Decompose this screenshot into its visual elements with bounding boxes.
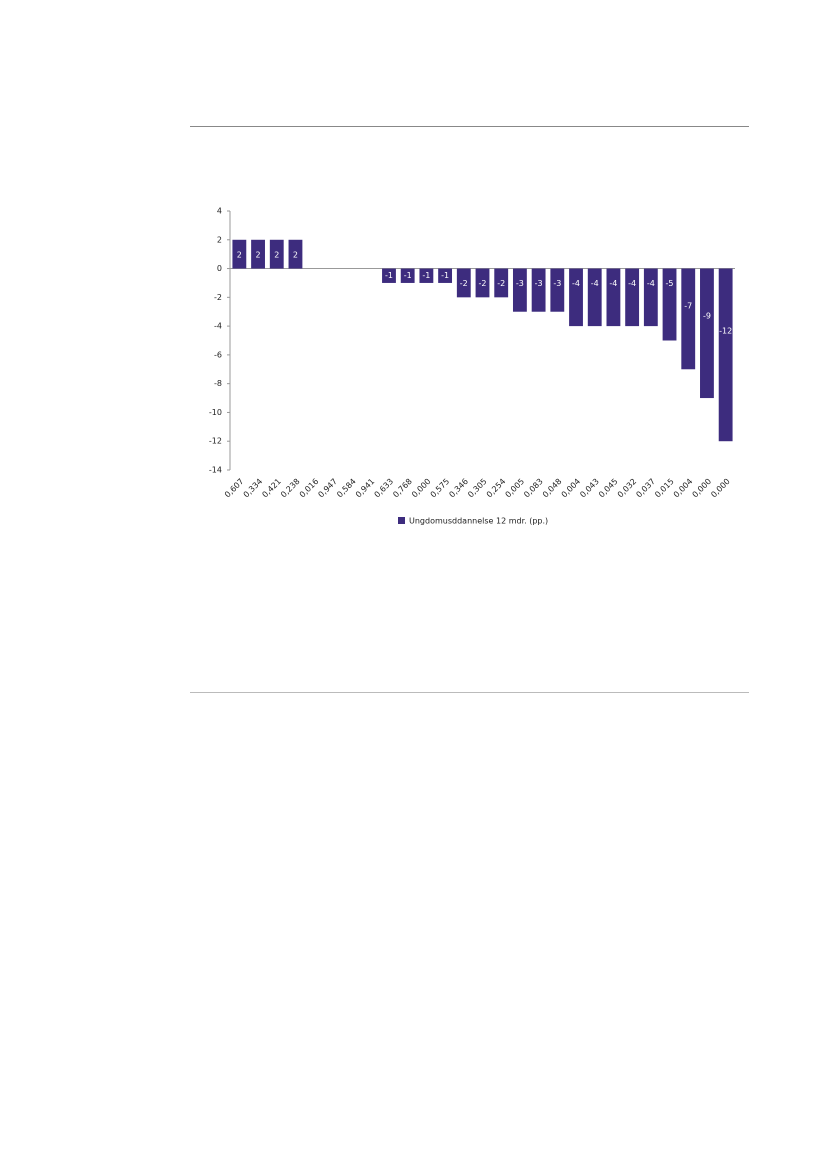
bar <box>251 239 265 269</box>
value-label: -1 <box>385 271 393 280</box>
x-tick-label: 0,254 <box>485 477 508 500</box>
bar <box>494 268 509 298</box>
x-tick-label: 0,032 <box>616 477 639 500</box>
bar <box>700 268 714 399</box>
x-tick-label: 0,421 <box>260 477 283 500</box>
x-tick-label: 0,768 <box>391 477 414 500</box>
x-tick-label: 0,575 <box>429 477 452 500</box>
value-label: -4 <box>572 279 580 288</box>
x-tick-label: 0,000 <box>691 477 714 500</box>
bar <box>643 268 658 327</box>
x-tick-label: 0,004 <box>672 477 695 500</box>
y-tick-label: -8 <box>214 379 222 388</box>
x-tick-label: 0,015 <box>653 477 676 500</box>
bar <box>569 268 583 327</box>
value-label: -4 <box>647 279 655 288</box>
value-label: -2 <box>460 279 468 288</box>
x-tick-label: 0,043 <box>578 477 601 500</box>
x-tick-label: 0,947 <box>316 477 339 500</box>
bar <box>625 268 640 327</box>
bar <box>662 268 677 341</box>
bar <box>531 268 546 312</box>
value-label: -1 <box>441 271 449 280</box>
value-label: 2 <box>237 251 242 260</box>
x-tick-label: 0,016 <box>298 477 321 500</box>
y-tick-label: -14 <box>209 466 222 475</box>
value-label: -4 <box>628 279 636 288</box>
value-label: -5 <box>666 279 674 288</box>
y-tick-label: -10 <box>209 408 222 417</box>
bar <box>288 239 303 269</box>
x-tick-label: 0,584 <box>335 477 358 500</box>
y-tick-label: -4 <box>214 322 222 331</box>
value-label: -4 <box>591 279 599 288</box>
value-label: -2 <box>479 279 487 288</box>
x-tick-label: 0,238 <box>279 477 302 500</box>
x-tick-label: 0,633 <box>373 477 396 500</box>
x-tick-label: 0,045 <box>597 477 620 500</box>
value-label: -3 <box>553 279 561 288</box>
bar <box>512 268 527 312</box>
y-tick-label: -2 <box>214 293 222 302</box>
value-label: -7 <box>684 301 692 310</box>
x-tick-label: 0,334 <box>242 477 265 500</box>
value-label: -9 <box>703 311 711 320</box>
value-label: 2 <box>256 251 261 260</box>
value-label: -4 <box>609 279 617 288</box>
value-label: 2 <box>293 251 298 260</box>
bar <box>232 239 247 269</box>
x-tick-label: 0,037 <box>634 477 657 500</box>
bar <box>419 268 434 283</box>
x-tick-label: 0,000 <box>709 477 732 500</box>
x-tick-label: 0,005 <box>504 477 527 500</box>
x-tick-label: 0,004 <box>560 477 583 500</box>
y-tick-label: -6 <box>214 350 222 359</box>
y-tick-label: 4 <box>217 207 222 216</box>
x-tick-label: 0,000 <box>410 477 433 500</box>
bar <box>550 268 565 312</box>
x-tick-label: 0,083 <box>522 477 545 500</box>
x-tick-label: 0,607 <box>223 477 246 500</box>
value-label: -2 <box>497 279 505 288</box>
legend-swatch <box>398 517 405 524</box>
bar <box>718 268 733 442</box>
bar <box>456 268 471 298</box>
bar <box>269 239 284 269</box>
value-label: -3 <box>535 279 543 288</box>
y-tick-label: -12 <box>209 437 222 446</box>
x-tick-label: 0,346 <box>447 477 470 500</box>
bar <box>438 268 453 283</box>
bar <box>475 268 490 298</box>
bar <box>681 268 696 370</box>
y-tick-label: 0 <box>217 264 222 273</box>
bar <box>587 268 602 327</box>
bar <box>382 268 396 283</box>
bar <box>400 268 415 283</box>
legend-label: Ungdomusddannelse 12 mdr. (pp.) <box>409 517 548 526</box>
x-tick-label: 0,941 <box>354 477 377 500</box>
bar <box>606 268 621 327</box>
value-label: -1 <box>422 271 430 280</box>
x-tick-label: 0,305 <box>466 477 489 500</box>
value-label: 2 <box>274 251 279 260</box>
x-tick-label: 0,048 <box>541 477 564 500</box>
value-label: -12 <box>719 326 732 335</box>
value-label: -1 <box>404 271 412 280</box>
value-label: -3 <box>516 279 524 288</box>
y-tick-label: 2 <box>217 235 222 244</box>
